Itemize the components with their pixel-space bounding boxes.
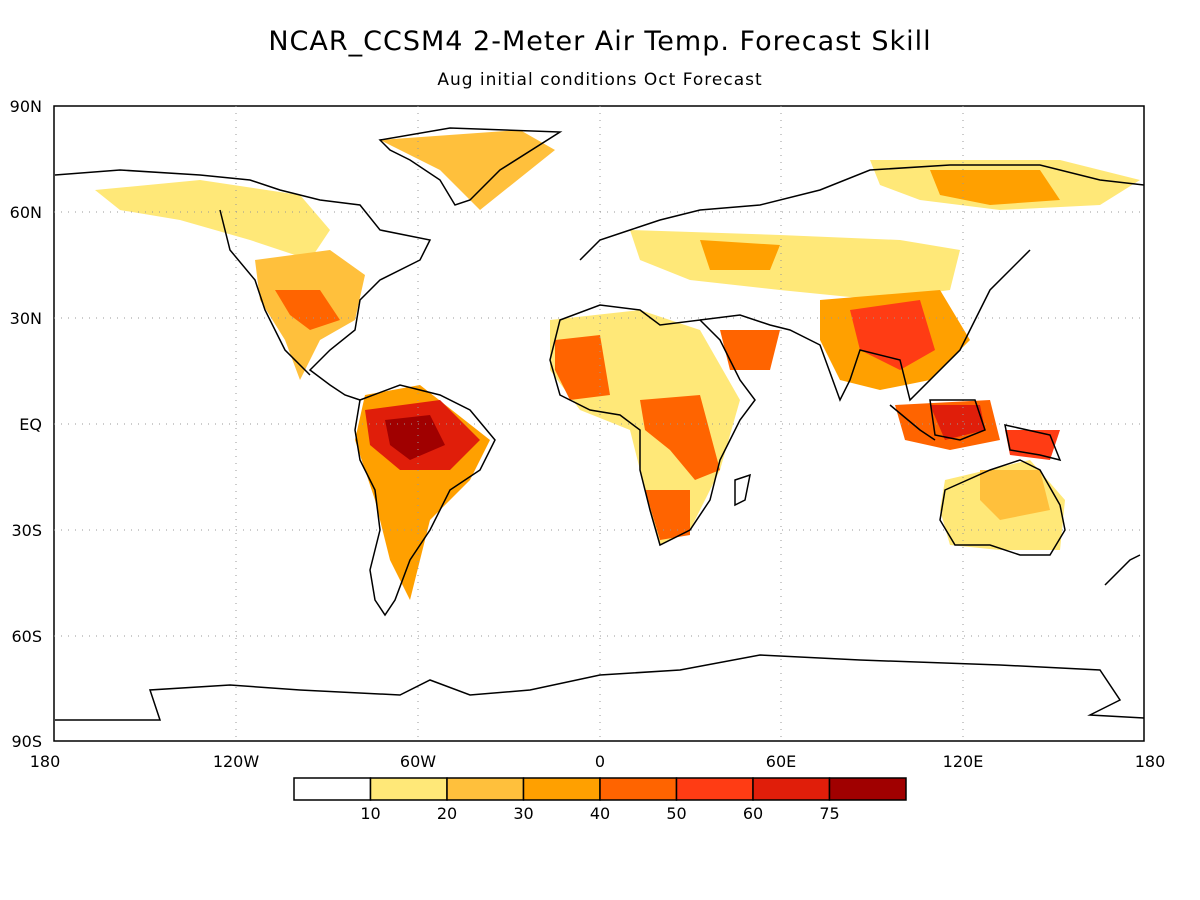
lon-label-120e: 120E xyxy=(943,752,984,771)
color-legend: 10 20 30 40 50 60 75 xyxy=(293,777,907,823)
lon-label-60w: 60W xyxy=(400,752,436,771)
lat-label-90n: 90N xyxy=(10,97,42,116)
lat-label-60n: 60N xyxy=(10,203,42,222)
lat-labels: 90N 60N 30N EQ 30S 60S 90S xyxy=(10,97,42,751)
legend-label: 10 xyxy=(360,804,380,823)
legend-swatch xyxy=(369,777,448,801)
legend-label: 60 xyxy=(743,804,763,823)
legend-swatch xyxy=(522,777,601,801)
lat-label-30s: 30S xyxy=(11,521,42,540)
legend-label: 30 xyxy=(513,804,533,823)
legend-label: 20 xyxy=(437,804,457,823)
legend-label: 40 xyxy=(590,804,610,823)
lon-label-180e: 180 xyxy=(1135,752,1166,771)
legend-swatch xyxy=(599,777,678,801)
legend-swatch xyxy=(828,777,907,801)
lat-label-90s: 90S xyxy=(11,732,42,751)
lon-label-60e: 60E xyxy=(766,752,796,771)
map-subtitle: Aug initial conditions Oct Forecast xyxy=(437,70,763,90)
lon-labels: 180 120W 60W 0 60E 120E 180 xyxy=(30,752,1166,771)
lat-label-eq: EQ xyxy=(19,415,42,434)
lat-label-30n: 30N xyxy=(10,309,42,328)
legend-label: 50 xyxy=(666,804,686,823)
graticule xyxy=(54,106,1144,741)
lon-label-180w: 180 xyxy=(30,752,61,771)
lat-label-60s: 60S xyxy=(11,627,42,646)
legend-swatch xyxy=(675,777,754,801)
lon-label-0: 0 xyxy=(595,752,605,771)
skill-shading xyxy=(95,130,1140,600)
lon-label-120w: 120W xyxy=(213,752,260,771)
legend-label: 75 xyxy=(819,804,839,823)
legend-swatch xyxy=(446,777,525,801)
map-title: NCAR_CCSM4 2-Meter Air Temp. Forecast Sk… xyxy=(268,26,932,57)
legend-swatch xyxy=(752,777,831,801)
legend-swatch xyxy=(293,777,372,801)
coastlines xyxy=(54,127,1145,721)
